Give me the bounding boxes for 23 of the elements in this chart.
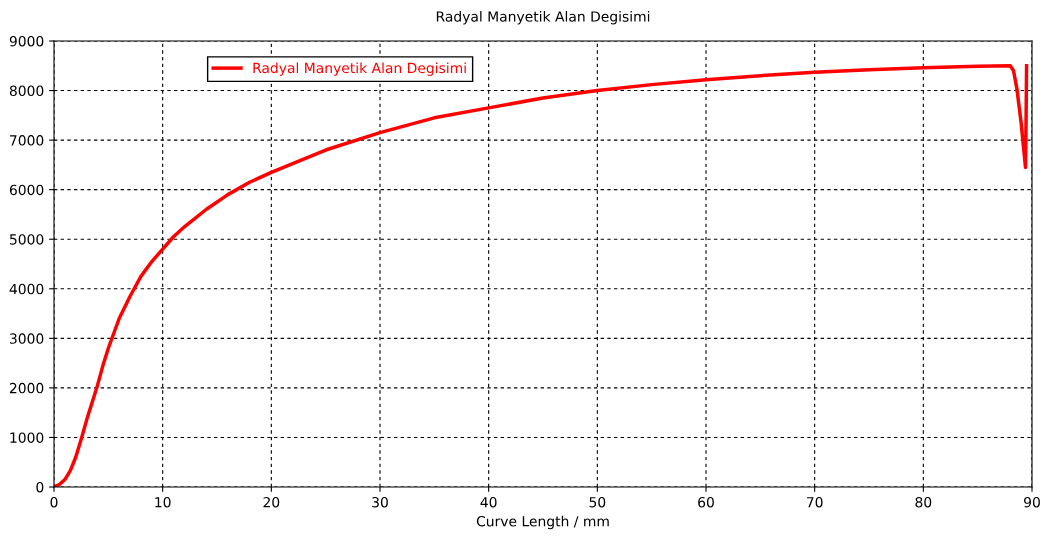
x-tick-label: 10: [155, 496, 171, 508]
x-tick-label: 20: [263, 496, 280, 508]
x-tick-label: 50: [589, 496, 606, 508]
x-tick-label: 40: [480, 496, 497, 508]
chart-title: Radyal Manyetik Alan Degisimi: [436, 11, 650, 25]
y-tick-label: 3000: [9, 333, 44, 344]
y-tick-label: 2000: [9, 382, 44, 394]
y-tick-label: 1000: [10, 432, 44, 443]
y-tick-label: 8000: [9, 85, 44, 97]
x-tick-label: 30: [372, 496, 388, 508]
y-tick-label: 4000: [9, 283, 44, 295]
x-tick-label: 0: [50, 496, 58, 508]
y-tick-label: 7000: [10, 135, 44, 146]
y-tick-label: 5000: [10, 234, 44, 245]
x-axis-title: Curve Length / mm: [476, 515, 609, 530]
x-tick-label: 60: [698, 496, 714, 508]
y-tick-label: 0: [36, 481, 44, 493]
x-tick-label: 80: [915, 496, 932, 508]
y-tick-label: 6000: [9, 184, 44, 196]
legend-label: Radyal Manyetik Alan Degisimi: [253, 62, 466, 76]
y-tick-label: 9000: [9, 35, 44, 47]
x-tick-label: 90: [1024, 496, 1040, 508]
x-tick-label: 70: [806, 496, 823, 508]
